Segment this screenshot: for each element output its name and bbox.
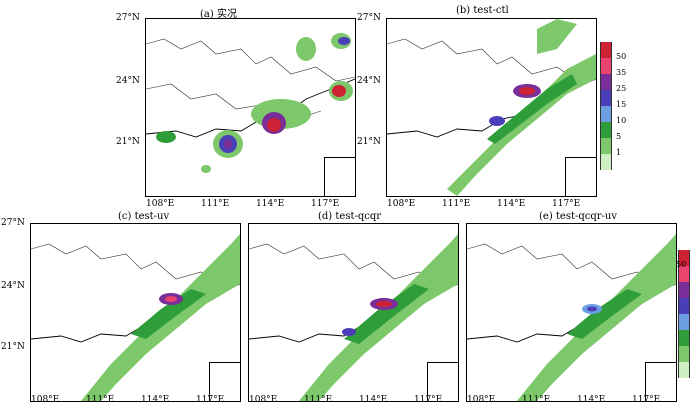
panel-title-e: (e) test-qcqr-uv bbox=[539, 211, 618, 222]
lon-tick: 117°E bbox=[414, 395, 443, 405]
colorbar-label: 10 bbox=[616, 116, 627, 125]
inset-map-c bbox=[209, 362, 240, 401]
colorbar-label: 50 bbox=[676, 260, 687, 269]
panel-title-b: (b) test-ctl bbox=[456, 5, 509, 16]
lon-tick: 117°E bbox=[311, 199, 340, 209]
map-panel-c bbox=[30, 223, 241, 402]
colorbar-segment bbox=[678, 298, 690, 314]
colorbar-label: 35 bbox=[616, 68, 627, 77]
lon-tick: 111°E bbox=[522, 395, 551, 405]
lon-tick: 111°E bbox=[86, 395, 115, 405]
lat-tick: 21°N bbox=[1, 342, 25, 352]
colorbar-segment bbox=[678, 266, 690, 282]
lat-tick: 24°N bbox=[116, 76, 140, 86]
lat-tick: 21°N bbox=[357, 137, 381, 147]
colorbar-label: 5 bbox=[616, 132, 622, 141]
colorbar-segment bbox=[678, 330, 690, 346]
colorbar-top: 50 35 25 15 10 5 1 bbox=[600, 42, 626, 170]
lon-tick: 114°E bbox=[359, 395, 388, 405]
lon-tick: 114°E bbox=[256, 199, 285, 209]
colorbar-segment bbox=[678, 346, 690, 362]
colorbar-segment bbox=[600, 74, 612, 90]
panel-title-d: (d) test-qcqr bbox=[318, 211, 382, 222]
colorbar-label: 25 bbox=[616, 84, 627, 93]
lon-tick: 108°E bbox=[249, 395, 278, 405]
map-panel-d bbox=[248, 223, 459, 402]
colorbar-label: 1 bbox=[616, 148, 622, 157]
map-panel-e bbox=[466, 223, 677, 402]
colorbar-segment bbox=[678, 282, 690, 298]
colorbar-segment bbox=[600, 42, 612, 58]
lon-tick: 117°E bbox=[552, 199, 581, 209]
map-panel-b bbox=[386, 18, 597, 197]
lon-tick: 108°E bbox=[146, 199, 175, 209]
lat-tick: 27°N bbox=[116, 13, 140, 23]
lon-tick: 111°E bbox=[201, 199, 230, 209]
lat-tick: 27°N bbox=[357, 13, 381, 23]
lat-tick: 27°N bbox=[1, 218, 25, 228]
colorbar-segment bbox=[600, 90, 612, 106]
panel-title-c: (c) test-uv bbox=[118, 211, 170, 222]
lon-tick: 114°E bbox=[141, 395, 170, 405]
colorbar-label: 15 bbox=[616, 100, 627, 109]
map-a-graphic bbox=[146, 33, 355, 173]
lat-tick: 24°N bbox=[1, 281, 25, 291]
lon-tick: 111°E bbox=[304, 395, 333, 405]
colorbar-segment bbox=[600, 106, 612, 122]
lon-tick: 108°E bbox=[31, 395, 60, 405]
lat-tick: 24°N bbox=[357, 76, 381, 86]
lon-tick: 117°E bbox=[196, 395, 225, 405]
inset-map-e bbox=[645, 362, 676, 401]
colorbar-segment bbox=[678, 314, 690, 330]
colorbar-segment bbox=[678, 362, 690, 378]
colorbar-bottom: 50 bbox=[676, 250, 690, 378]
inset-map-d bbox=[427, 362, 458, 401]
lon-tick: 111°E bbox=[442, 199, 471, 209]
colorbar-segment bbox=[600, 122, 612, 138]
colorbar-segment bbox=[600, 58, 612, 74]
inset-map-a bbox=[324, 157, 355, 196]
lon-tick: 114°E bbox=[577, 395, 606, 405]
map-e-graphic bbox=[467, 234, 676, 401]
colorbar-segment bbox=[600, 154, 612, 170]
map-d-graphic bbox=[249, 234, 458, 401]
lon-tick: 108°E bbox=[387, 199, 416, 209]
lat-tick: 21°N bbox=[116, 137, 140, 147]
colorbar-segment bbox=[678, 250, 690, 266]
map-c-graphic bbox=[31, 234, 240, 401]
lon-tick: 114°E bbox=[497, 199, 526, 209]
colorbar-label: 50 bbox=[616, 52, 627, 61]
map-panel-a bbox=[145, 18, 356, 197]
lon-tick: 108°E bbox=[467, 395, 496, 405]
map-b-graphic bbox=[387, 19, 596, 196]
inset-map-b bbox=[565, 157, 596, 196]
panel-title-a: (a) 实况 bbox=[200, 9, 237, 20]
lon-tick: 117°E bbox=[632, 395, 661, 405]
colorbar-segment bbox=[600, 138, 612, 154]
